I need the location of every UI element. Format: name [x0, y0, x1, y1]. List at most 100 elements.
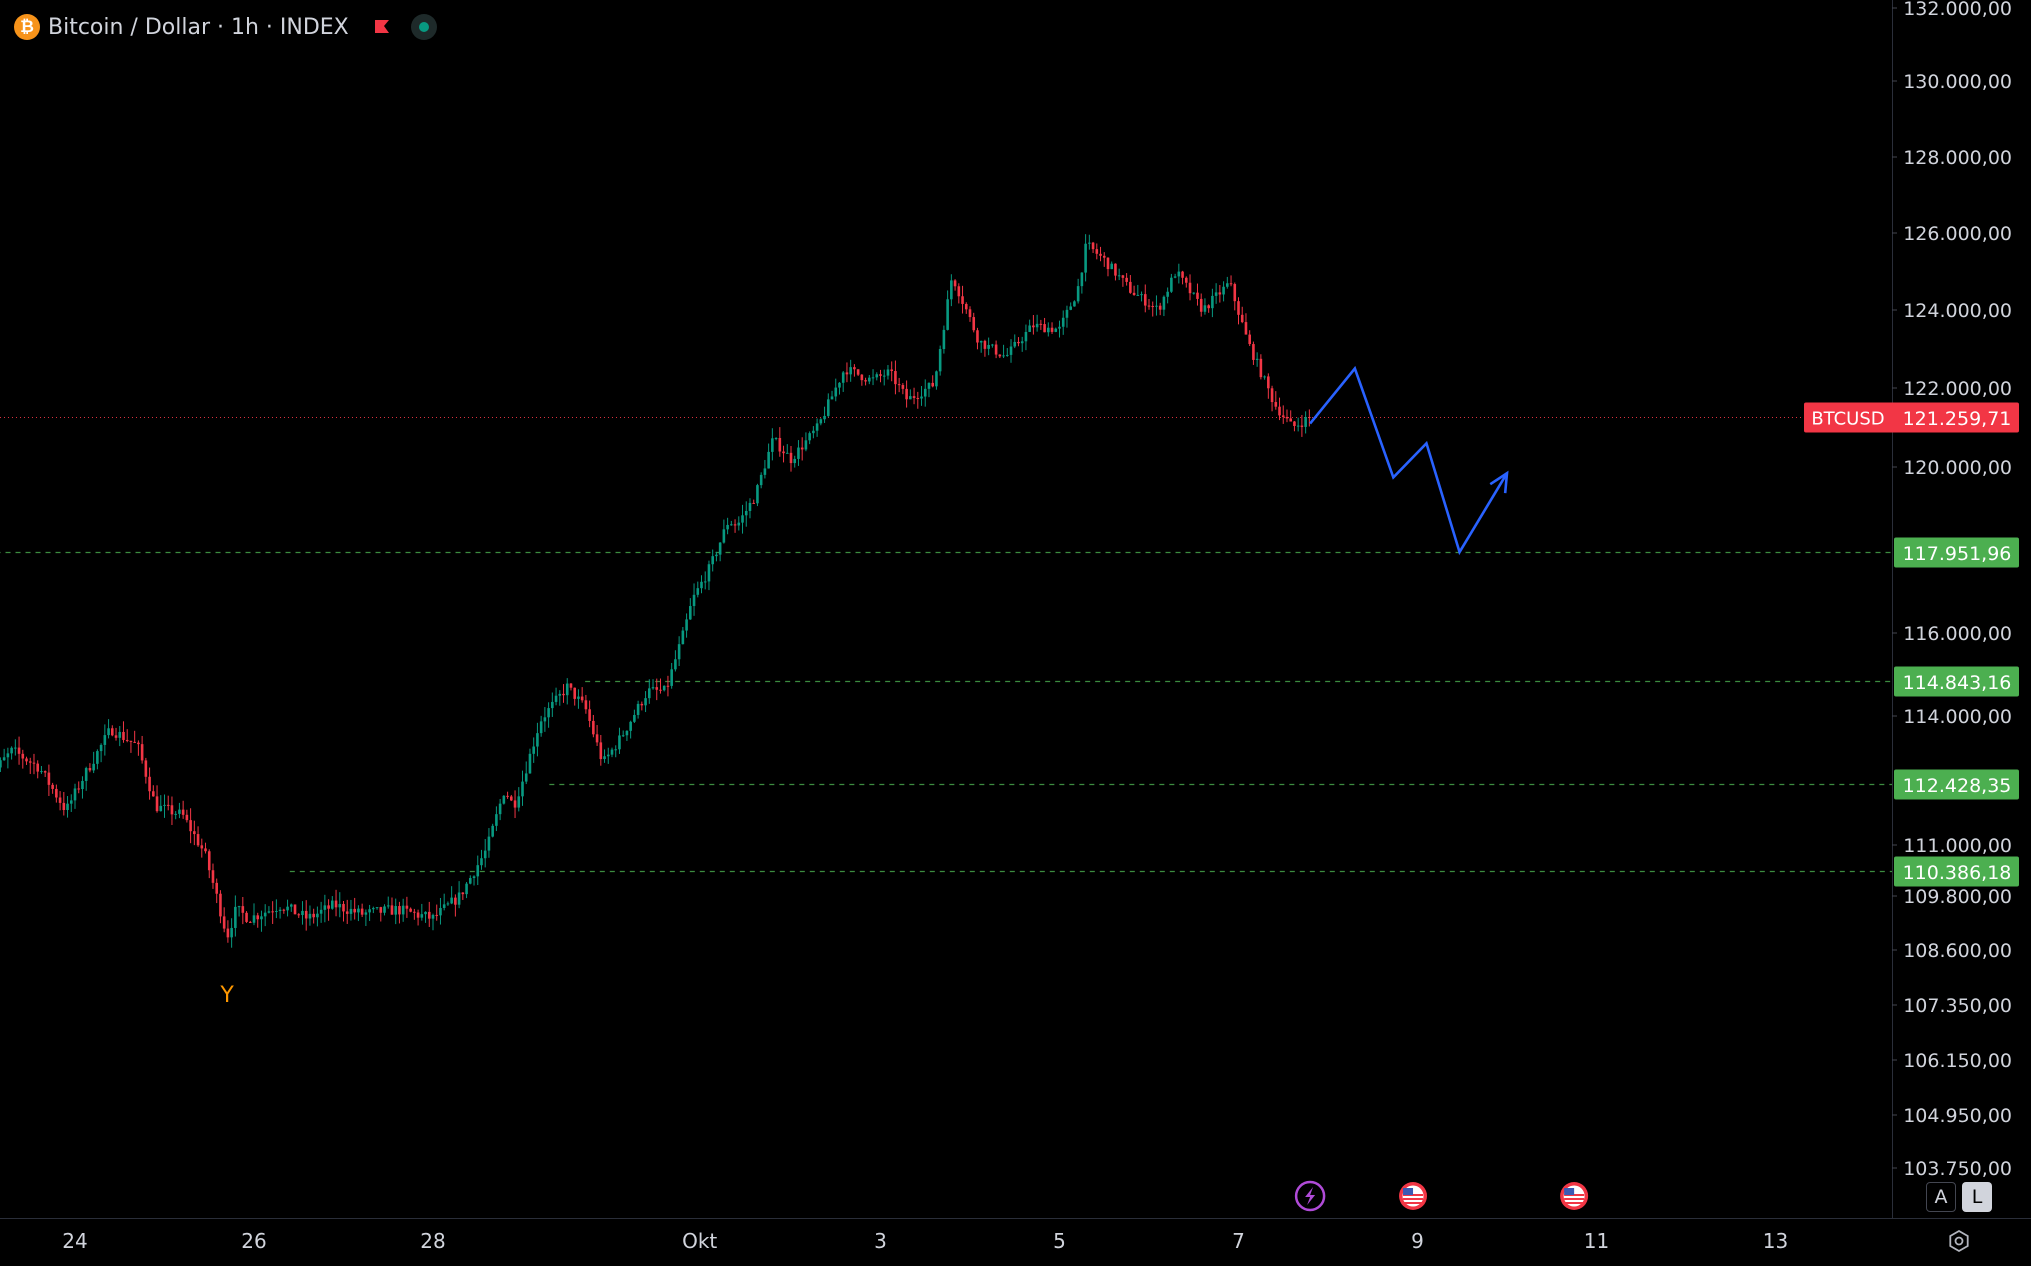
candle: [826, 399, 830, 416]
candle: [610, 749, 614, 755]
candle: [1143, 294, 1147, 306]
candle: [655, 687, 659, 690]
level-label: 114.843,16: [1903, 672, 2012, 694]
candle: [1095, 249, 1099, 254]
candle: [62, 802, 66, 810]
candle: [946, 299, 949, 330]
x-tick-label: 26: [241, 1229, 266, 1253]
level-label: 117.951,96: [1903, 543, 2012, 565]
candle: [1106, 257, 1110, 270]
candle: [55, 788, 58, 798]
candle: [454, 897, 457, 905]
flag-icon[interactable]: [373, 18, 391, 36]
y-tick-label: 130.000,00: [1903, 71, 2012, 93]
candle: [1259, 358, 1263, 378]
candle: [539, 721, 543, 734]
candle: [994, 344, 998, 355]
candle: [726, 524, 729, 530]
candle: [170, 805, 174, 815]
candle: [372, 908, 375, 910]
y-tick-label: 126.000,00: [1903, 223, 2012, 245]
candle: [383, 906, 386, 913]
candle: [96, 751, 99, 764]
candle: [342, 903, 345, 912]
candle: [319, 909, 323, 914]
us-flag-canton: [1564, 1188, 1575, 1195]
candle: [66, 803, 69, 810]
candle: [636, 703, 640, 715]
candle: [390, 905, 394, 915]
candle: [1300, 425, 1304, 427]
candle: [431, 914, 435, 919]
candle: [979, 340, 983, 343]
candle: [476, 865, 480, 877]
market-status-icon[interactable]: [410, 14, 437, 40]
candle: [386, 905, 390, 907]
us-flag-canton: [1403, 1188, 1414, 1195]
candle: [879, 374, 882, 376]
auto-scale-button[interactable]: A: [1926, 1182, 1956, 1212]
candle: [592, 720, 595, 735]
candle: [912, 396, 916, 398]
candle: [1009, 346, 1013, 355]
candle: [1099, 253, 1102, 256]
candle: [316, 913, 319, 918]
candle: [927, 382, 931, 389]
candle: [905, 388, 908, 400]
candle: [6, 753, 10, 758]
candle: [1244, 322, 1248, 335]
symbol-title[interactable]: Bitcoin / Dollar · 1h · INDEX: [48, 14, 349, 40]
log-scale-button[interactable]: L: [1962, 1182, 1992, 1212]
x-tick-label: 9: [1411, 1229, 1424, 1253]
current-price-tag[interactable]: [1804, 402, 2019, 433]
candle: [293, 904, 297, 915]
candle: [416, 912, 420, 918]
settings-icon[interactable]: [1946, 1228, 1972, 1254]
candle: [219, 893, 222, 917]
us-flag-stripe: [1403, 1198, 1424, 1200]
candle: [1002, 355, 1005, 357]
candle: [1233, 284, 1237, 302]
candle: [987, 344, 990, 349]
candle: [1214, 292, 1218, 296]
candle: [450, 897, 453, 904]
y-tick-label: 109.800,00: [1903, 886, 2012, 908]
candle: [267, 911, 271, 913]
candle: [1170, 277, 1173, 292]
candle: [618, 735, 621, 750]
candle: [81, 780, 84, 790]
candle: [700, 581, 703, 589]
candle: [334, 900, 338, 908]
candle: [1162, 296, 1166, 310]
candle: [491, 825, 494, 837]
candle: [1125, 277, 1128, 282]
candle: [748, 502, 752, 511]
candle: [711, 556, 714, 565]
candle: [308, 913, 312, 919]
candle: [1255, 358, 1259, 360]
wave-label[interactable]: Y: [219, 983, 234, 1008]
candle: [815, 423, 819, 431]
candle: [763, 468, 767, 475]
candle: [256, 915, 260, 920]
candle: [166, 804, 170, 806]
candle: [1028, 325, 1031, 332]
candle: [1296, 425, 1300, 427]
candle: [189, 820, 192, 832]
candle: [804, 440, 808, 450]
candle: [1050, 327, 1054, 332]
projection-path[interactable]: [1309, 365, 1509, 556]
y-tick-label: 108.600,00: [1903, 940, 2012, 962]
level-label-box: [1894, 666, 2019, 697]
candle: [551, 701, 554, 709]
candle: [144, 760, 148, 777]
chart-header[interactable]: ₿ Bitcoin / Dollar · 1h · INDEX: [14, 12, 437, 42]
us-flag-stripe: [1564, 1202, 1585, 1204]
candle: [547, 708, 550, 718]
candle: [886, 369, 890, 376]
candle: [793, 458, 797, 464]
candle: [882, 375, 886, 377]
candle: [196, 834, 200, 846]
